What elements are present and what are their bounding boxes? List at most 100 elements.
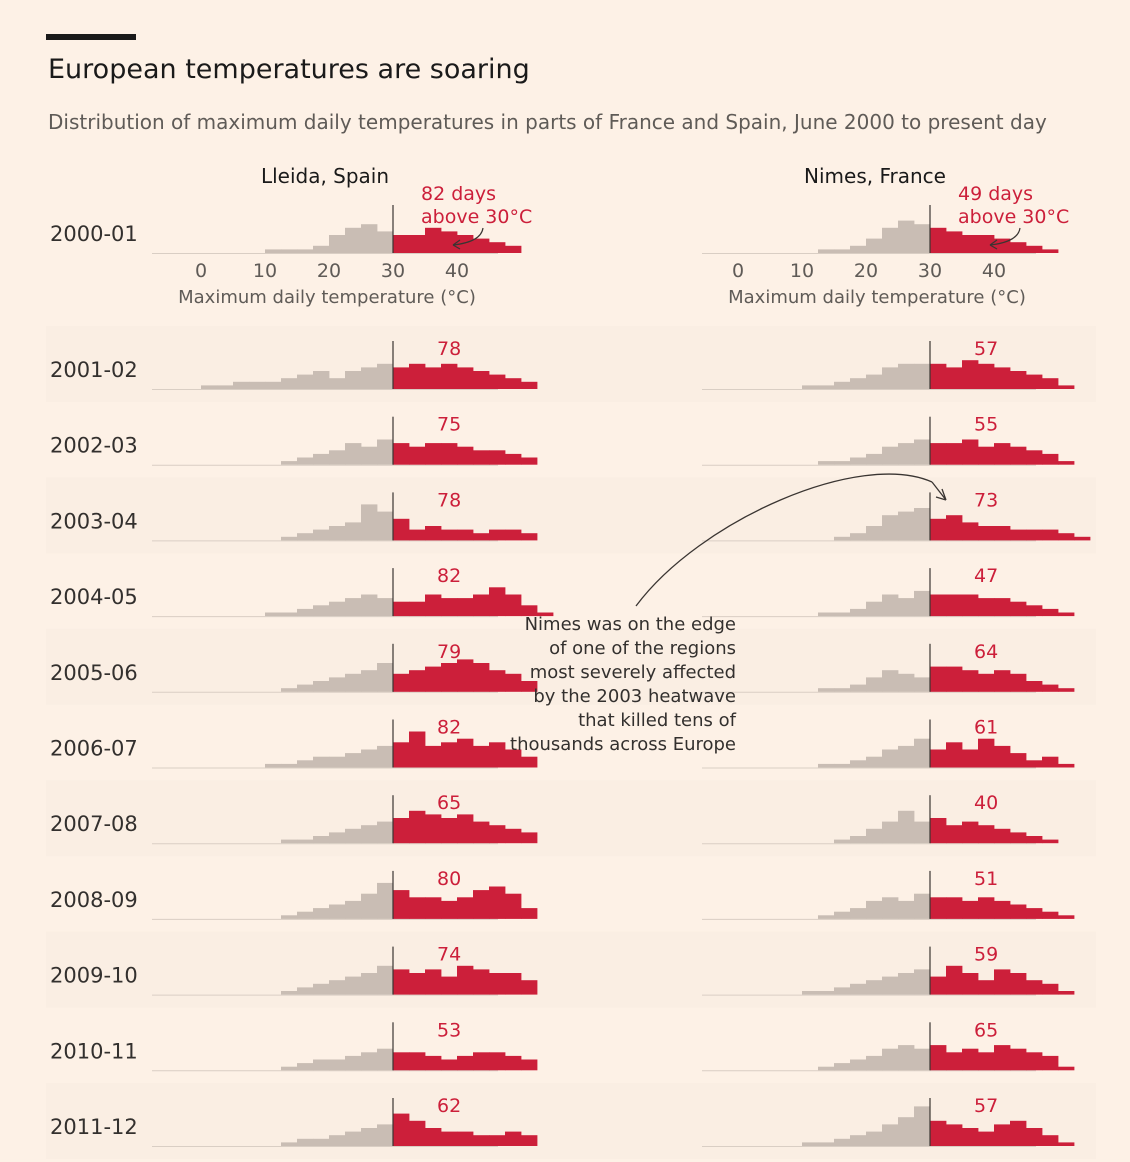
- histogram-bar: [361, 1128, 378, 1146]
- histogram-bar: [834, 381, 851, 389]
- histogram-bar: [1010, 1048, 1027, 1071]
- histogram-bar: [361, 973, 378, 995]
- year-label: 2003-04: [50, 509, 138, 533]
- days-above-label: 53: [437, 1019, 461, 1041]
- histogram-bar: [1010, 904, 1027, 919]
- x-tick-label: 40: [982, 260, 1006, 282]
- x-axis-label: Maximum daily temperature (°C): [728, 287, 1026, 308]
- histogram-bar: [1058, 763, 1075, 768]
- note-line: that killed tens of: [578, 710, 737, 731]
- histogram-bar: [313, 1138, 330, 1146]
- x-axis-label: Maximum daily temperature (°C): [178, 287, 476, 308]
- histogram-bar: [962, 1128, 979, 1146]
- histogram-bar: [930, 1120, 947, 1146]
- histogram-bar: [834, 1063, 851, 1071]
- histogram-bar: [329, 904, 346, 919]
- histogram-bar: [329, 980, 346, 995]
- histogram-bar: [818, 612, 835, 617]
- histogram-bar: [818, 385, 835, 389]
- days-above-label: 61: [974, 717, 998, 739]
- histogram-bar: [850, 378, 867, 389]
- days-above-label: 62: [437, 1095, 461, 1117]
- annotation-arrowhead: [452, 239, 461, 250]
- histogram-bar: [834, 536, 851, 541]
- histogram-bar: [1010, 753, 1027, 768]
- histogram-bar: [882, 749, 899, 768]
- histogram-bar: [441, 900, 458, 919]
- histogram-bar: [994, 900, 1011, 919]
- histogram-bar: [834, 839, 851, 844]
- histogram-bar: [377, 882, 394, 919]
- histogram-bar: [834, 987, 851, 995]
- histogram-bar: [946, 367, 963, 389]
- histogram-bar: [802, 991, 819, 995]
- histogram-bar: [521, 457, 538, 465]
- histogram-bar: [345, 522, 362, 541]
- histogram-bar: [409, 235, 426, 253]
- histogram-bar: [313, 245, 330, 253]
- histogram-bar: [441, 976, 458, 995]
- histogram-bar: [393, 818, 410, 844]
- histogram-bar: [850, 836, 867, 844]
- histogram-bar: [313, 836, 330, 844]
- year-label: 2004-05: [50, 585, 138, 609]
- histogram-bar: [866, 453, 883, 465]
- histogram-bar: [313, 529, 330, 541]
- histogram-bar: [345, 1055, 362, 1071]
- annotation-arrow: [452, 227, 484, 246]
- histogram-bar: [978, 673, 995, 692]
- histogram-bar: [377, 363, 394, 389]
- days-above-label: 82: [437, 717, 461, 739]
- histogram-bar: [409, 897, 426, 919]
- days-above-label: 79: [437, 641, 461, 663]
- histogram-bar: [882, 1124, 899, 1146]
- histogram-bar: [505, 673, 522, 692]
- histogram-bar: [1058, 688, 1075, 692]
- histogram-bar: [978, 897, 995, 919]
- histogram-bar: [281, 915, 298, 919]
- histogram-bar: [802, 385, 819, 389]
- days-above-label: 82 days: [421, 183, 496, 205]
- histogram-bar: [297, 1138, 314, 1146]
- histogram-bar: [281, 688, 298, 692]
- histogram-bar: [962, 900, 979, 919]
- days-above-label: 65: [974, 1019, 998, 1041]
- histogram-bar: [537, 612, 554, 617]
- histogram-bar: [409, 1052, 426, 1071]
- histogram-bar: [441, 598, 458, 617]
- histogram-bar: [994, 969, 1011, 995]
- histogram-bar: [393, 673, 410, 692]
- histogram-bar: [994, 1045, 1011, 1071]
- histogram-bar: [265, 763, 282, 768]
- page-subtitle: Distribution of maximum daily temperatur…: [48, 110, 1047, 134]
- histogram-bar: [521, 832, 538, 844]
- days-above-label: 57: [974, 1095, 998, 1117]
- days-above-label: 51: [974, 868, 998, 890]
- histogram-bar: [946, 443, 963, 465]
- histogram-bar: [882, 515, 899, 541]
- year-label: 2000-01: [50, 222, 138, 246]
- histogram-bar: [521, 605, 538, 617]
- histogram-bar: [866, 1055, 883, 1071]
- histogram-bar: [1026, 245, 1043, 253]
- histogram-bar: [425, 1128, 442, 1146]
- histogram-bar: [882, 821, 899, 844]
- histogram-bar: [425, 227, 442, 253]
- histogram-bar: [473, 533, 490, 541]
- histogram-bar: [978, 738, 995, 768]
- x-tick-label: 30: [381, 260, 405, 282]
- histogram-bar: [930, 594, 947, 617]
- histogram-bar: [521, 1135, 538, 1146]
- histogram-bar: [489, 450, 506, 465]
- row-band: [46, 931, 1096, 1008]
- row-band: [46, 477, 1096, 554]
- days-above-label-suffix: above 30°C: [958, 206, 1069, 228]
- histogram-bar: [297, 760, 314, 768]
- histogram-bar: [457, 814, 474, 844]
- histogram-bar: [457, 738, 474, 768]
- days-above-label-suffix: above 30°C: [421, 206, 532, 228]
- year-label: 2002-03: [50, 434, 138, 458]
- histogram-bar: [866, 526, 883, 541]
- histogram-bar: [850, 457, 867, 465]
- histogram-bar: [1026, 760, 1043, 768]
